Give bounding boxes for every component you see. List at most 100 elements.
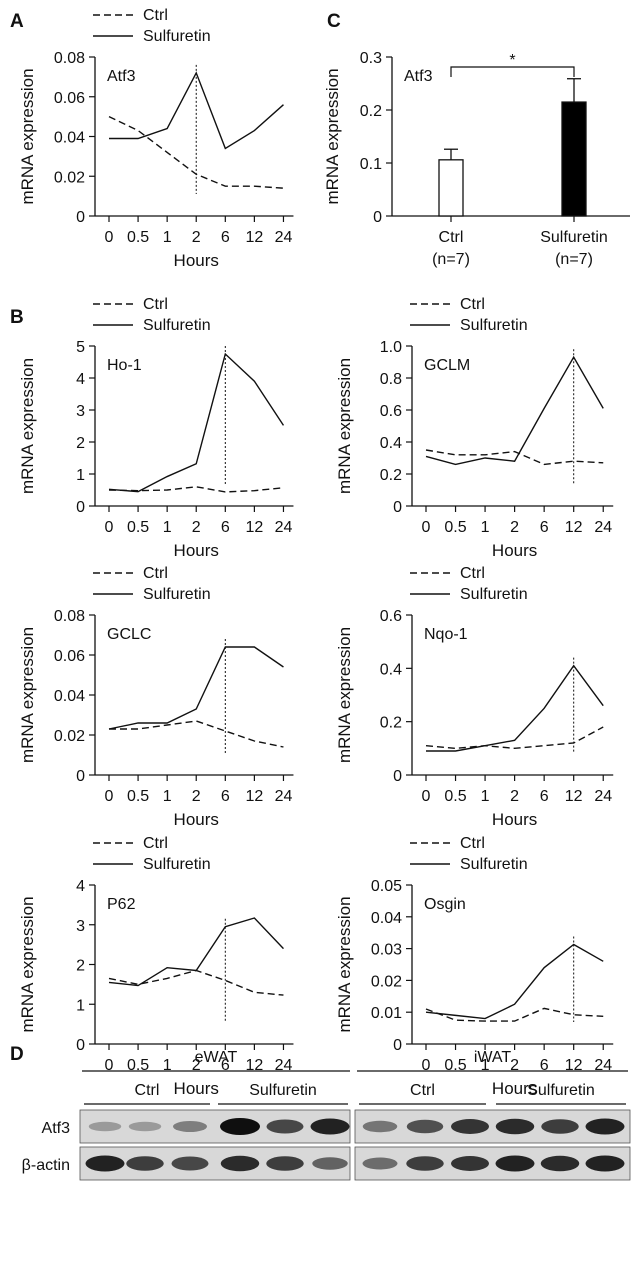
x-tick-label: 0.5 <box>444 788 466 805</box>
blot-strip <box>354 1109 631 1144</box>
group-label: Sulfuretin <box>527 1082 595 1099</box>
x-tick-label: 24 <box>275 229 293 246</box>
y-tick-label: 0.6 <box>380 608 402 625</box>
x-tick-label: 6 <box>221 1057 230 1074</box>
legend-ctrl-label: Ctrl <box>460 296 485 313</box>
blot-band <box>362 1120 398 1133</box>
x-tick-label: 0 <box>105 788 114 805</box>
x-tick-label: 6 <box>221 229 230 246</box>
series-sulfuretin-line <box>108 352 285 493</box>
series-sulfuretin-line <box>108 646 284 730</box>
legend-ctrl-label: Ctrl <box>460 565 485 582</box>
x-tick-label: 12 <box>245 788 263 805</box>
bar-sulfuretin <box>561 101 587 217</box>
y-tick-label: 0 <box>76 1037 85 1054</box>
blot-band <box>585 1155 625 1172</box>
blot-row-label: β-actin <box>22 1157 70 1174</box>
blot-band <box>220 1118 260 1135</box>
y-tick-label: 0.2 <box>380 467 402 484</box>
x-tick-label: 0.5 <box>444 519 466 536</box>
y-tick-label: 0.06 <box>54 90 85 107</box>
y-axis-title: mRNA expression <box>335 627 354 763</box>
x-tick-label: 2 <box>192 1057 201 1074</box>
x-tick-label: 12 <box>245 1057 263 1074</box>
legend-ctrl-label: Ctrl <box>143 7 168 24</box>
y-tick-label: 0.2 <box>360 103 382 120</box>
blot-band <box>585 1118 625 1135</box>
y-tick-label: 0.02 <box>54 728 85 745</box>
blot-band <box>451 1119 489 1134</box>
x-tick-label: 2 <box>192 519 201 536</box>
y-axis-title: mRNA expression <box>18 627 37 763</box>
y-tick-label: 4 <box>76 371 85 388</box>
legend-sulfuretin-label: Sulfuretin <box>143 317 211 334</box>
x-tick-label: 0.5 <box>444 1057 466 1074</box>
x-tick-label: 1 <box>163 1057 172 1074</box>
x-tick-label: 0.5 <box>127 519 149 536</box>
y-tick-label: 0 <box>76 209 85 226</box>
x-tick-label: 6 <box>221 788 230 805</box>
y-tick-label: 0.03 <box>371 942 402 959</box>
blot-band <box>540 1155 580 1172</box>
blot-band <box>406 1119 444 1134</box>
x-tick-label: 0 <box>422 1057 431 1074</box>
y-tick-label: 1.0 <box>380 339 402 356</box>
x-tick-label: 2 <box>192 788 201 805</box>
x-tick-label: 6 <box>540 1057 549 1074</box>
x-tick-label: 0 <box>422 519 431 536</box>
y-tick-label: 0 <box>373 209 382 226</box>
x-tick-label: 0.5 <box>127 788 149 805</box>
gene-label: Nqo-1 <box>424 626 468 643</box>
y-axis-title: mRNA expression <box>18 896 37 1032</box>
blot-band <box>126 1156 164 1171</box>
blot-row-label: Atf3 <box>42 1120 71 1137</box>
x-tick-sublabel: (n=7) <box>432 251 470 268</box>
legend-sulfuretin-label: Sulfuretin <box>143 586 211 603</box>
legend-sulfuretin-label: Sulfuretin <box>143 856 211 873</box>
y-tick-label: 3 <box>76 403 85 420</box>
y-tick-label: 0 <box>393 499 402 516</box>
blot-band <box>495 1118 535 1135</box>
series-ctrl-line <box>108 115 284 189</box>
gene-label: Osgin <box>424 896 466 913</box>
x-tick-label: 1 <box>163 519 172 536</box>
series-ctrl-line <box>109 720 284 748</box>
y-tick-label: 0.05 <box>371 878 402 895</box>
blot-band <box>495 1155 535 1172</box>
x-tick-label: 2 <box>510 519 519 536</box>
y-tick-label: 0 <box>393 1037 402 1054</box>
series-ctrl-line <box>108 969 284 996</box>
y-tick-label: 0.2 <box>380 715 402 732</box>
x-axis-title: Hours <box>492 541 537 560</box>
chart-osgin: Ctrl Sulfuretin 0 0.01 0.02 0.03 0.04 0.05 0 0.5 1… <box>335 835 614 1098</box>
y-tick-label: 0.02 <box>54 169 85 186</box>
significance-star: * <box>509 52 515 69</box>
y-tick-label: 0.6 <box>380 403 402 420</box>
y-tick-label: 0.4 <box>380 435 402 452</box>
blot-band <box>310 1118 350 1135</box>
x-tick-label: 1 <box>163 229 172 246</box>
legend-sulfuretin-label: Sulfuretin <box>143 28 211 45</box>
y-tick-label: 0.06 <box>54 648 85 665</box>
y-tick-label: 0.1 <box>360 156 382 173</box>
x-tick-label: 6 <box>221 519 230 536</box>
blot-band <box>220 1155 260 1172</box>
y-tick-label: 0.04 <box>371 910 402 927</box>
x-axis-title: Hours <box>174 541 219 560</box>
y-tick-label: 3 <box>76 918 85 935</box>
x-tick-label: 6 <box>540 788 549 805</box>
x-tick-label: 24 <box>275 788 293 805</box>
legend-sulfuretin-label: Sulfuretin <box>460 856 528 873</box>
gene-label: P62 <box>107 896 136 913</box>
gene-label: Ho-1 <box>107 357 142 374</box>
tissue-label-iwat: iWAT <box>474 1049 512 1066</box>
group-label: Sulfuretin <box>249 1082 317 1099</box>
x-tick-label: 24 <box>594 1057 612 1074</box>
y-tick-label: 0.3 <box>360 50 382 67</box>
x-tick-label: 12 <box>565 788 583 805</box>
legend-sulfuretin-label: Sulfuretin <box>460 317 528 334</box>
y-tick-label: 0 <box>76 768 85 785</box>
